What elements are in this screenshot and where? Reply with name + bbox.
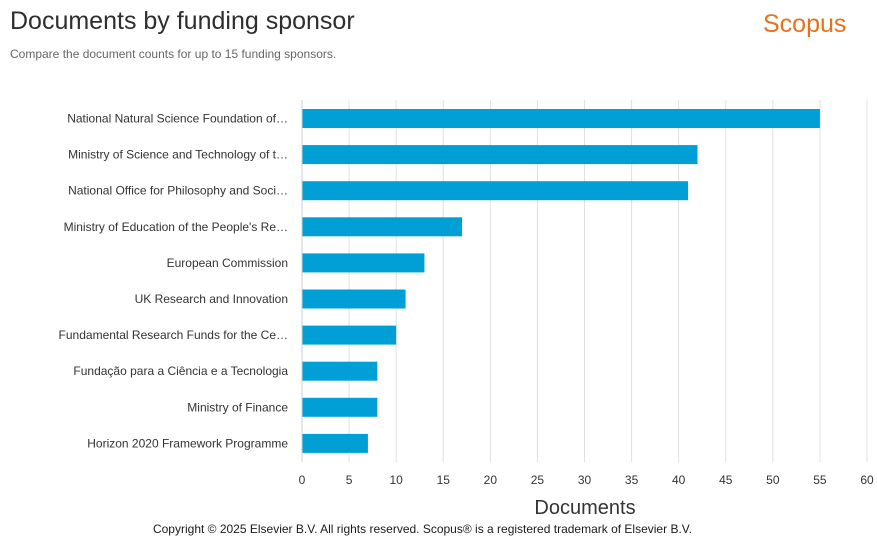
x-tick-label: 0 <box>299 473 306 487</box>
copyright-footer: Copyright © 2025 Elsevier B.V. All right… <box>152 522 693 536</box>
category-label: Ministry of Finance <box>187 400 288 414</box>
scopus-logo[interactable]: Scopus <box>763 10 847 38</box>
category-label: Fundação para a Ciência e a Tecnologia <box>73 364 288 378</box>
bar[interactable] <box>302 181 689 201</box>
x-tick-label: 25 <box>531 473 545 487</box>
x-tick-label: 40 <box>672 473 686 487</box>
bar[interactable] <box>302 289 406 309</box>
chart-subtitle: Compare the document counts for up to 15… <box>10 47 337 61</box>
category-label: UK Research and Innovation <box>135 292 288 306</box>
chart-title: Documents by funding sponsor <box>10 7 355 35</box>
bar[interactable] <box>302 109 820 128</box>
x-tick-label: 45 <box>719 473 733 487</box>
category-label: European Commission <box>167 256 288 270</box>
category-label: National Natural Science Foundation of… <box>67 112 288 126</box>
bar[interactable] <box>302 397 378 417</box>
bar[interactable] <box>302 145 698 165</box>
bar[interactable] <box>302 433 368 453</box>
x-axis-title: Documents <box>534 497 635 519</box>
bar[interactable] <box>302 217 463 237</box>
x-tick-label: 15 <box>437 473 451 487</box>
x-tick-label: 30 <box>578 473 592 487</box>
x-tick-label: 20 <box>484 473 498 487</box>
x-tick-label: 10 <box>389 473 403 487</box>
bar[interactable] <box>302 253 425 273</box>
x-tick-label: 55 <box>813 473 827 487</box>
bar[interactable] <box>302 361 378 381</box>
x-tick-label: 5 <box>346 473 353 487</box>
category-label: Fundamental Research Funds for the Ce… <box>59 328 288 342</box>
category-label: Ministry of Science and Technology of t… <box>68 148 288 162</box>
x-tick-label: 50 <box>766 473 780 487</box>
x-tick-label: 60 <box>860 473 874 487</box>
category-label: Horizon 2020 Framework Programme <box>87 436 288 450</box>
category-label: National Office for Philosophy and Soci… <box>68 184 288 198</box>
category-label: Ministry of Education of the People's Re… <box>64 220 288 234</box>
bar[interactable] <box>302 325 397 345</box>
x-tick-label: 35 <box>625 473 639 487</box>
